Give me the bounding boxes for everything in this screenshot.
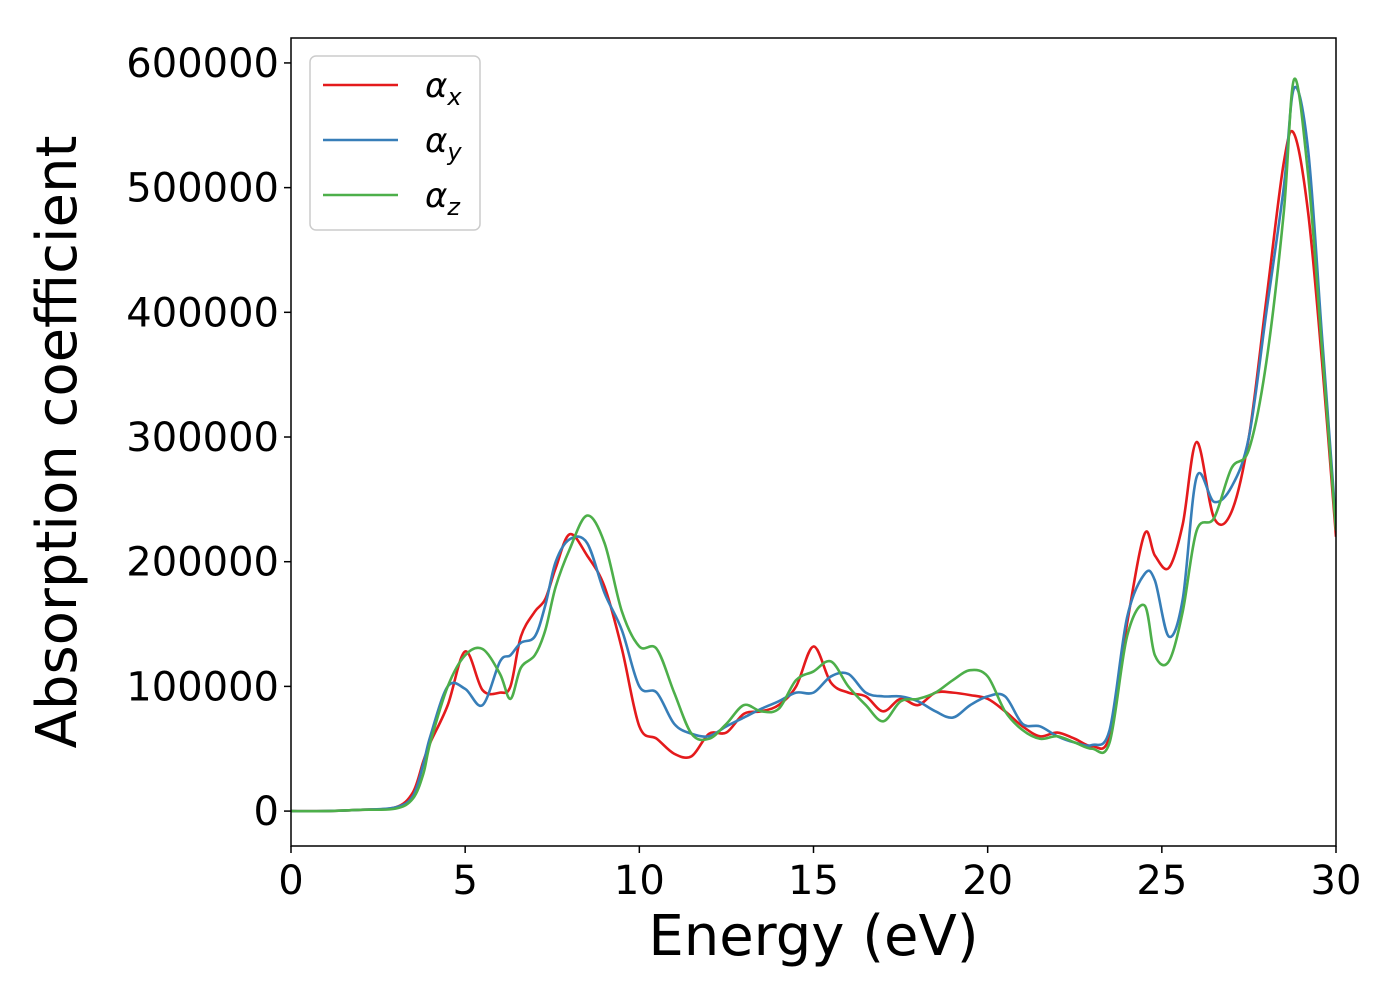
y-tick-label: 300000 [126, 415, 279, 461]
y-axis-title: Absorption coefficient [25, 136, 90, 749]
x-tick-label: 20 [962, 858, 1013, 904]
x-tick-label: 10 [614, 858, 665, 904]
series-line-alpha-y [291, 85, 1336, 813]
ticks-layer: 0 5 10 15 20 25 30 0 100000 200000 300000 400000 500… [126, 41, 1361, 904]
legend-box [309, 55, 481, 231]
x-tick-label: 0 [278, 858, 303, 904]
series-line-alpha-z [291, 77, 1336, 813]
x-tick-label: 5 [452, 858, 477, 904]
legend-label-alpha-x: αx [425, 66, 462, 111]
y-tick-label: 400000 [126, 290, 279, 336]
y-tick-label: 0 [254, 789, 279, 835]
legend-label-alpha-z: αz [425, 176, 461, 221]
series-line-alpha-x [291, 129, 1336, 813]
legend-label-alpha-y: αy [425, 121, 462, 166]
y-tick-label: 600000 [126, 41, 279, 87]
legend: αx αy αz [309, 55, 481, 231]
y-tick-label: 100000 [126, 664, 279, 710]
x-tick-label: 30 [1311, 858, 1362, 904]
x-tick-label: 15 [788, 858, 839, 904]
y-tick-label: 200000 [126, 540, 279, 586]
x-axis-title: Energy (eV) [648, 904, 978, 969]
x-tick-label: 25 [1136, 858, 1187, 904]
series-layer [291, 77, 1336, 813]
y-tick-label: 500000 [126, 166, 279, 212]
